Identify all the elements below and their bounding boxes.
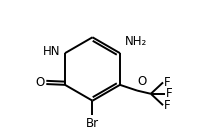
Text: Br: Br — [86, 117, 99, 130]
Text: F: F — [164, 76, 170, 89]
Text: F: F — [166, 87, 173, 100]
Text: O: O — [138, 75, 147, 88]
Text: HN: HN — [43, 45, 60, 58]
Text: F: F — [164, 99, 170, 112]
Text: NH₂: NH₂ — [125, 35, 147, 48]
Text: O: O — [35, 76, 45, 89]
